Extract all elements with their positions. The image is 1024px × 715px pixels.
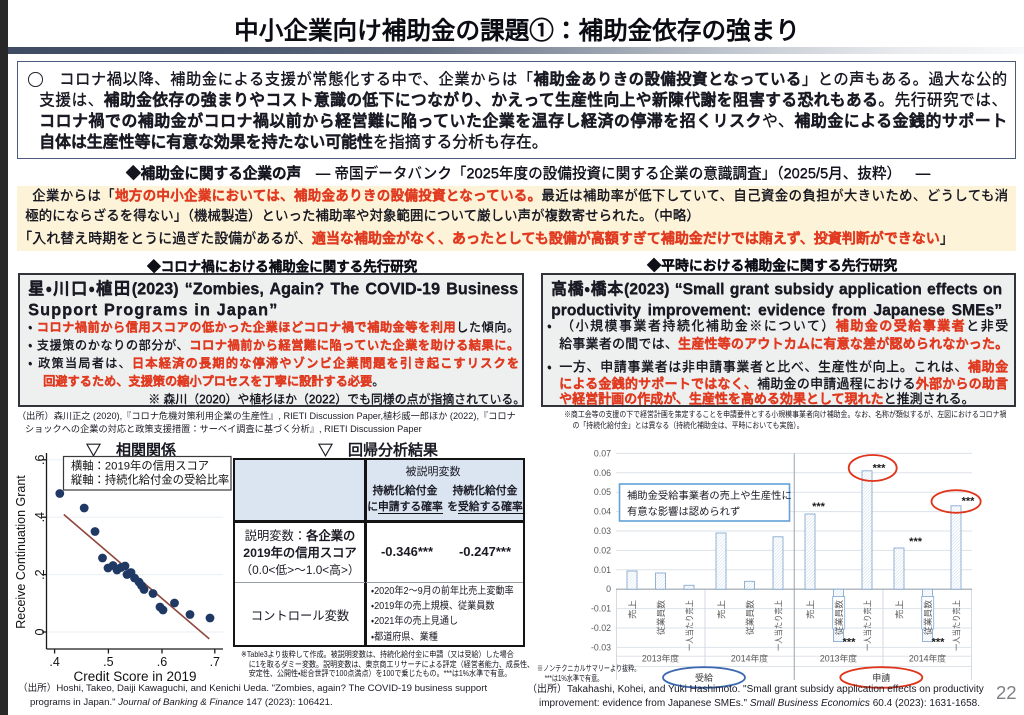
svg-text:一人当たり売上: 一人当たり売上 xyxy=(952,600,962,651)
svg-text:Receive Continuation Grant: Receive Continuation Grant xyxy=(14,475,28,629)
svg-text:補助金受給事業者の売上や生産性に: 補助金受給事業者の売上や生産性に xyxy=(627,489,792,502)
svg-text:申請: 申請 xyxy=(872,672,890,683)
svg-text:従業員数: 従業員数 xyxy=(656,599,666,635)
svg-text:2014年度: 2014年度 xyxy=(909,653,946,664)
svg-text:0.01: 0.01 xyxy=(594,565,611,575)
svg-text:0.05: 0.05 xyxy=(594,487,611,497)
svg-text:***: *** xyxy=(843,637,857,649)
svg-text:-0.02: -0.02 xyxy=(591,623,611,633)
svg-text:***: *** xyxy=(909,536,923,548)
svg-text:有意な影響は認められず: 有意な影響は認められず xyxy=(627,505,740,518)
svg-text:***: *** xyxy=(873,463,887,475)
svg-text:.2: .2 xyxy=(33,569,47,579)
svg-text:従業員数: 従業員数 xyxy=(745,599,755,635)
svg-text:縦軸：持続化給付金の受給比率: 縦軸：持続化給付金の受給比率 xyxy=(71,473,229,487)
svg-text:一人当たり売上: 一人当たり売上 xyxy=(863,600,873,651)
svg-text:一人当たり売上: 一人当たり売上 xyxy=(685,600,695,651)
svg-text:2014年度: 2014年度 xyxy=(731,653,768,664)
svg-text:一人当たり売上: 一人当たり売上 xyxy=(774,600,784,651)
svg-text:***: *** xyxy=(932,637,946,649)
svg-text:***: *** xyxy=(812,501,826,513)
svg-text:売上: 売上 xyxy=(806,600,816,619)
svg-text:従業員数: 従業員数 xyxy=(834,599,844,635)
svg-text:0.03: 0.03 xyxy=(594,526,611,536)
svg-text:.4: .4 xyxy=(33,512,47,522)
svg-text:0: 0 xyxy=(606,584,611,594)
svg-text:-0.01: -0.01 xyxy=(591,604,611,614)
svg-text:0: 0 xyxy=(33,628,47,635)
svg-text:従業員数: 従業員数 xyxy=(923,599,933,635)
svg-text:受給: 受給 xyxy=(695,672,713,683)
svg-text:Credit Score in 2019: Credit Score in 2019 xyxy=(73,669,196,684)
svg-text:0.02: 0.02 xyxy=(594,545,611,555)
svg-text:***: *** xyxy=(962,496,976,508)
svg-text:売上: 売上 xyxy=(717,600,727,619)
svg-text:0.04: 0.04 xyxy=(594,507,611,517)
svg-text:.6: .6 xyxy=(33,455,47,465)
svg-text:売上: 売上 xyxy=(628,600,638,619)
svg-text:売上: 売上 xyxy=(895,600,905,619)
svg-text:0.07: 0.07 xyxy=(594,448,611,458)
svg-text:2013年度: 2013年度 xyxy=(642,653,679,664)
svg-text:0.06: 0.06 xyxy=(594,468,611,478)
svg-text:.7: .7 xyxy=(210,655,220,669)
svg-text:.5: .5 xyxy=(103,655,113,669)
svg-text:横軸：2019年の信用スコア: 横軸：2019年の信用スコア xyxy=(71,459,209,473)
svg-text:-0.03: -0.03 xyxy=(591,642,611,652)
svg-text:.6: .6 xyxy=(157,655,167,669)
svg-text:.4: .4 xyxy=(49,655,59,669)
svg-text:2013年度: 2013年度 xyxy=(820,653,857,664)
